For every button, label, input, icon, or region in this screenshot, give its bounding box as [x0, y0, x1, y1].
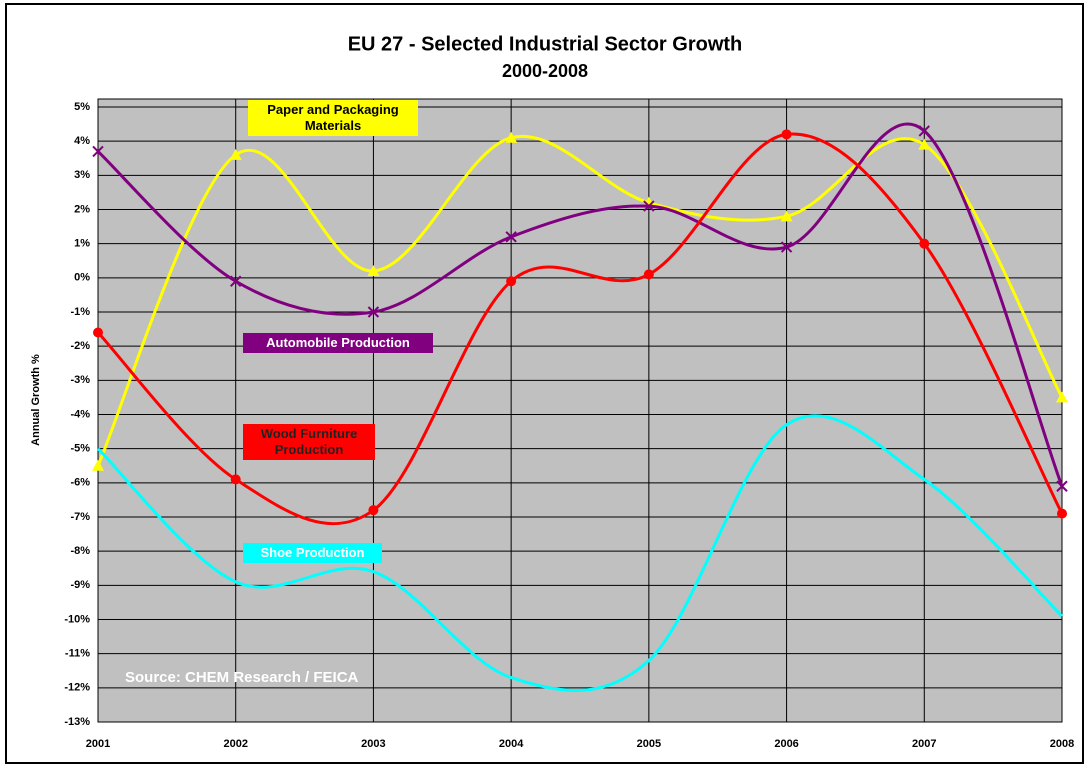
y-tick-label: -1% [70, 306, 90, 318]
y-tick-label: 4% [74, 135, 90, 147]
x-tick-label: 2004 [499, 738, 524, 750]
point [368, 505, 379, 516]
point [93, 327, 103, 338]
point [229, 148, 242, 160]
point [505, 131, 518, 143]
plot-area [97, 98, 1063, 723]
y-tick-label: -11% [65, 648, 90, 660]
x-tick-label: 2007 [912, 738, 936, 750]
y-tick-label: -13% [64, 716, 90, 728]
y-tick-label: 2% [74, 203, 90, 215]
series-label: Paper and Packaging Materials [248, 100, 418, 136]
y-tick-label: -3% [70, 374, 90, 386]
y-tick-label: -9% [70, 579, 90, 591]
y-tick-label: -5% [70, 443, 90, 455]
point [918, 138, 931, 150]
y-tick-label: -7% [70, 511, 90, 523]
point [92, 145, 104, 158]
y-tick-label: -8% [70, 545, 90, 557]
point [367, 265, 380, 276]
y-tick-label: -6% [70, 477, 90, 489]
point [1056, 480, 1068, 492]
y-tick-label: 3% [74, 169, 90, 181]
x-tick-label: 2003 [361, 738, 385, 750]
series-label: Shoe Production [243, 543, 382, 563]
y-tick-label: 1% [74, 238, 90, 250]
x-tick-label: 2001 [86, 738, 110, 750]
point [230, 474, 241, 485]
y-tick-label: 5% [74, 101, 90, 113]
point [506, 276, 517, 287]
point [643, 269, 654, 280]
x-tick-label: 2008 [1050, 738, 1074, 750]
series-line [96, 122, 1064, 487]
chart-subtitle: 2000-2008 [502, 61, 588, 81]
chart-title: EU 27 - Selected Industrial Sector Growt… [348, 33, 743, 55]
point [505, 231, 517, 243]
x-tick-label: 2006 [774, 738, 798, 750]
series-line [96, 414, 1064, 692]
y-tick-label: -10% [64, 613, 90, 625]
point [781, 129, 792, 140]
y-tick-label: -4% [70, 408, 90, 420]
point [780, 241, 793, 253]
y-tick-label: -2% [70, 340, 90, 352]
series-label: Wood Furniture Production [243, 424, 375, 460]
x-tick-label: 2005 [637, 738, 661, 750]
y-tick-label: 0% [74, 272, 90, 284]
source-note: Source: CHEM Research / FEICA [125, 669, 359, 686]
point [918, 125, 930, 137]
point [919, 238, 930, 249]
y-tick-label: -12% [64, 682, 90, 694]
point [230, 275, 242, 287]
point [643, 200, 655, 212]
point [1056, 391, 1068, 403]
series-label: Automobile Production [243, 333, 433, 353]
point [780, 210, 793, 222]
point [1057, 508, 1067, 519]
point [367, 306, 380, 318]
x-tick-label: 2002 [223, 738, 247, 750]
y-axis-label: Annual Growth % [30, 354, 42, 446]
point [92, 459, 104, 471]
